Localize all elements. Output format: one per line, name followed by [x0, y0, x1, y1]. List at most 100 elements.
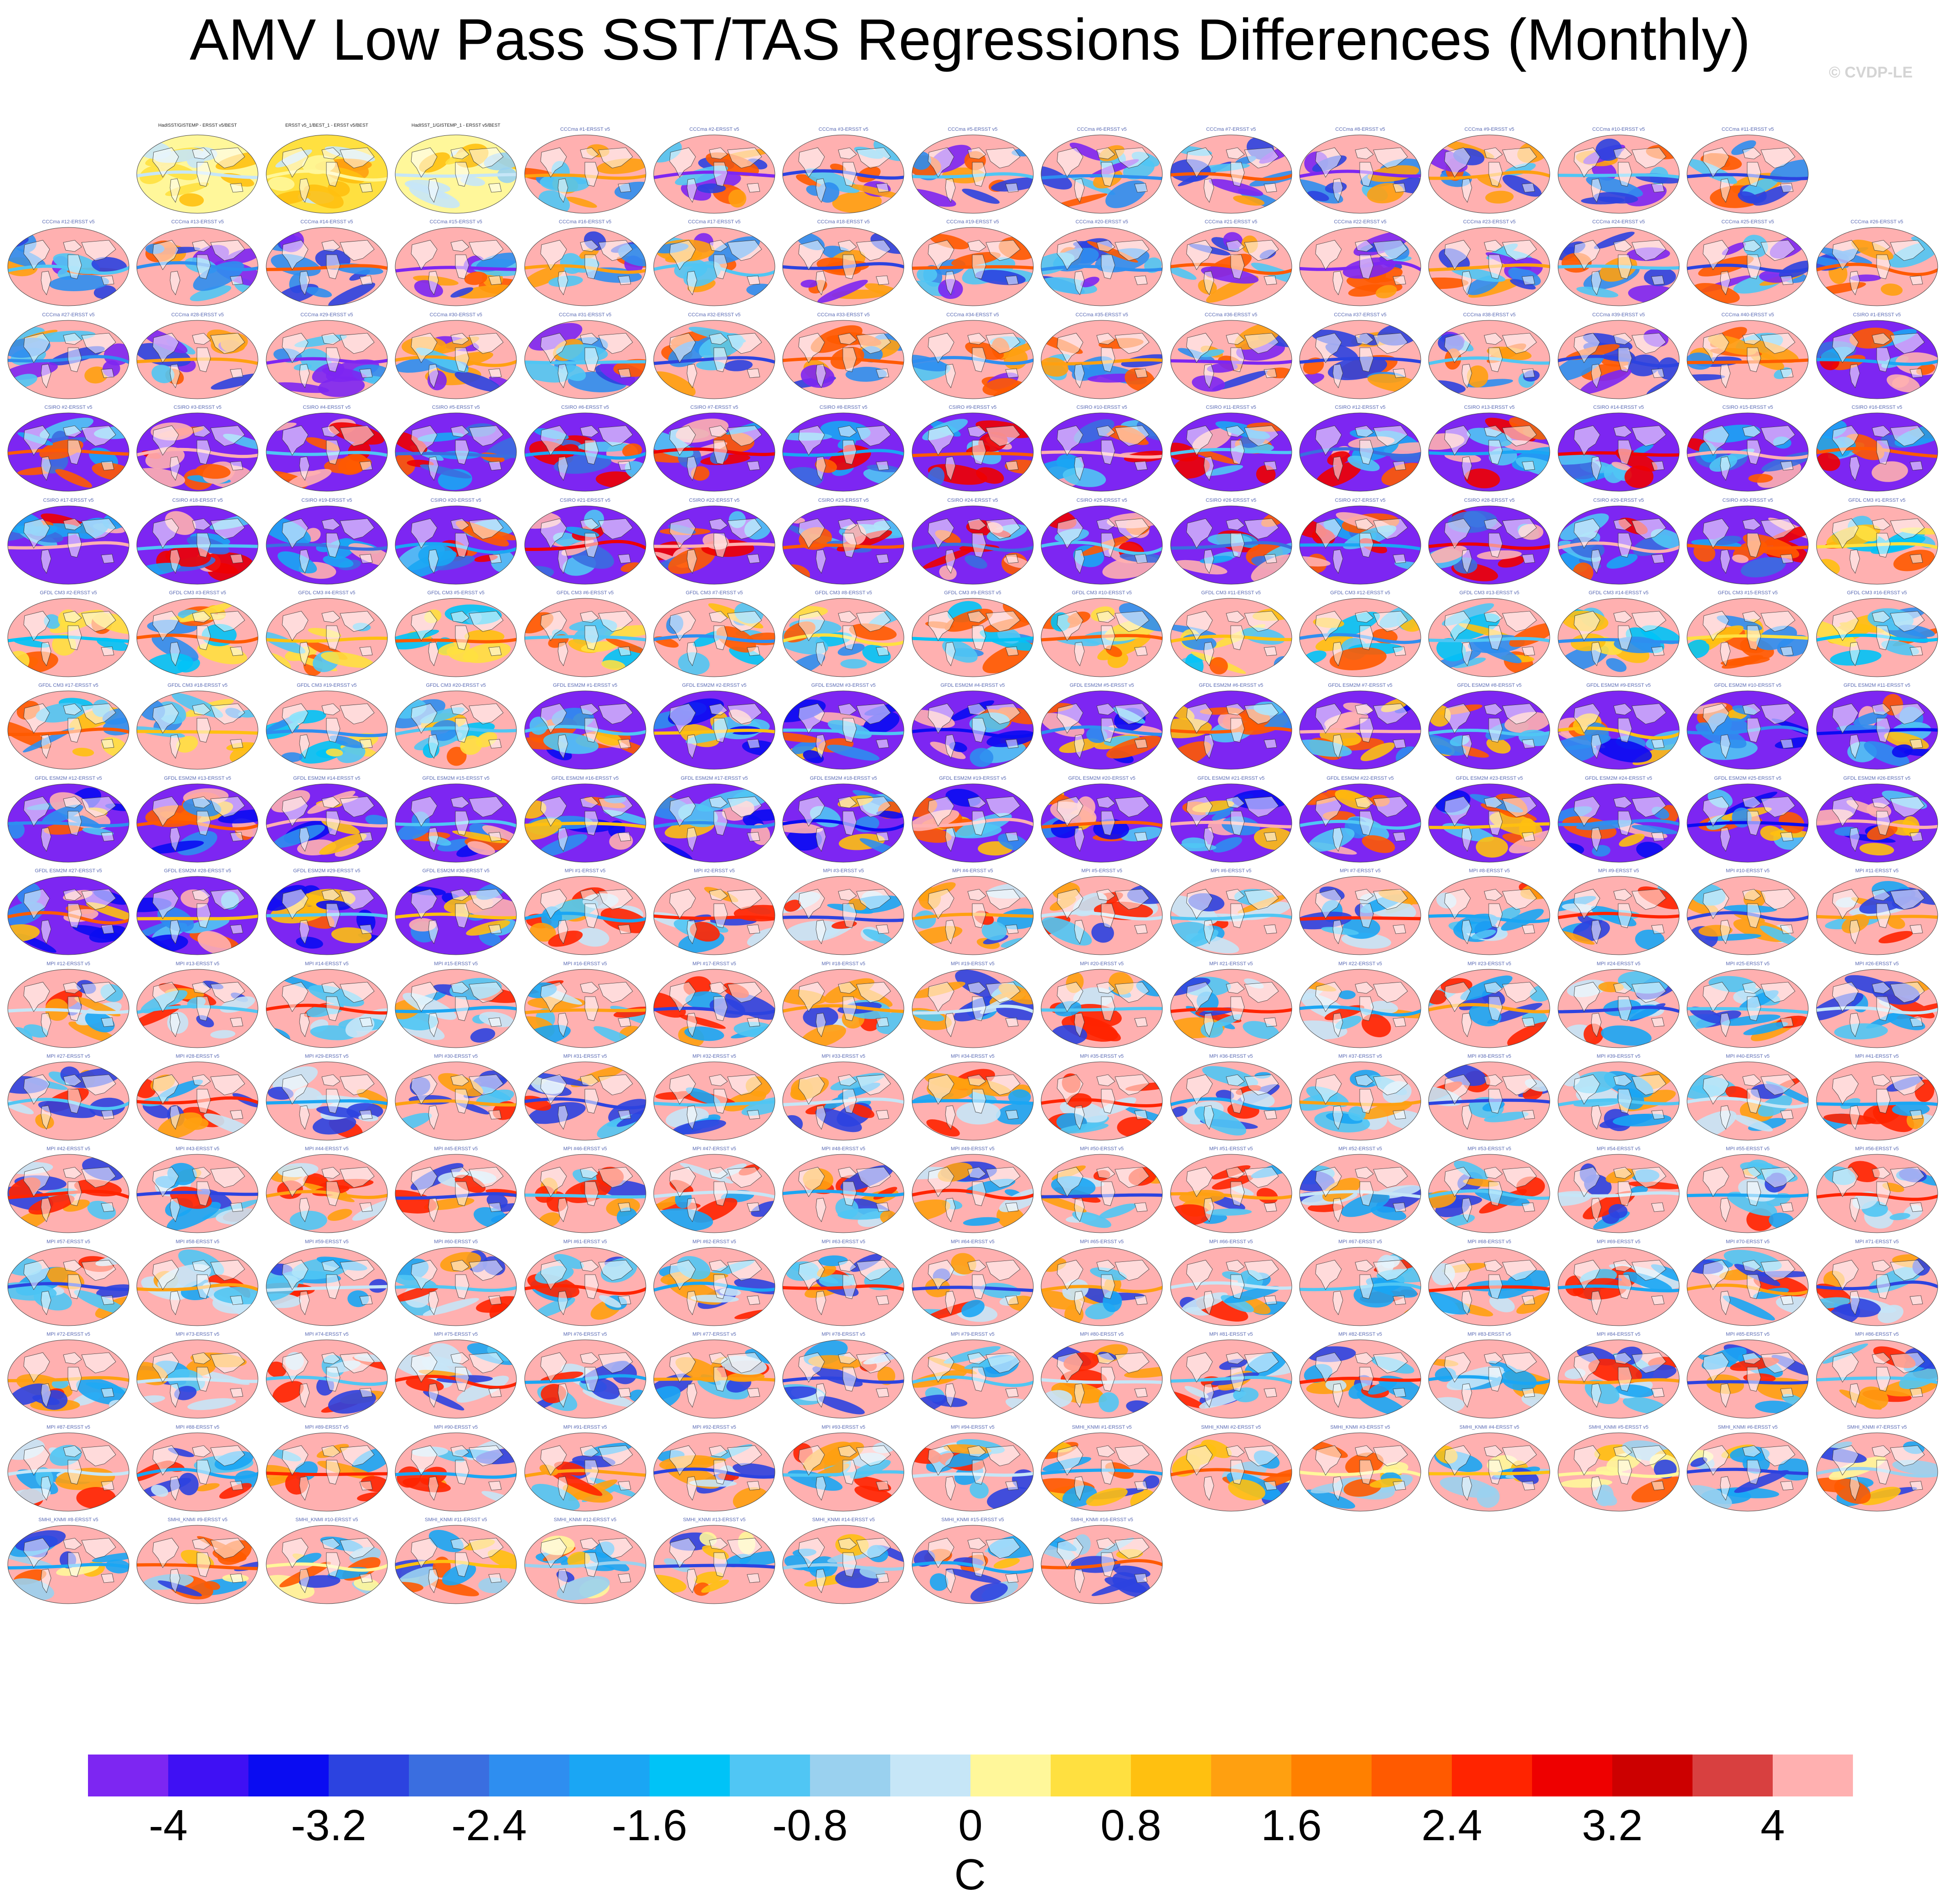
- map-panel: MPI #64-ERSST v5: [911, 1239, 1035, 1328]
- map-panel: GFDL ESM2M #6-ERSST v5: [1169, 683, 1293, 772]
- map-panel-label: MPI #59-ERSST v5: [304, 1239, 349, 1245]
- global-map: [912, 1339, 1034, 1419]
- map-panel: MPI #31-ERSST v5: [523, 1054, 647, 1143]
- map-panel-label: SMHI_KNMI #16-ERSST v5: [1070, 1517, 1133, 1523]
- map-panel-label: SMHI_KNMI #9-ERSST v5: [167, 1517, 227, 1523]
- map-panel-label: MPI #47-ERSST v5: [692, 1146, 736, 1152]
- global-map: [7, 876, 129, 955]
- map-panel: MPI #82-ERSST v5: [1298, 1332, 1422, 1421]
- map-panel-label: MPI #79-ERSST v5: [950, 1332, 995, 1338]
- map-panel-label: MPI #61-ERSST v5: [563, 1239, 607, 1245]
- map-panel: CCCma #31-ERSST v5: [523, 312, 647, 401]
- map-panel-label: GFDL ESM2M #28-ERSST v5: [164, 868, 232, 874]
- global-map: [912, 1154, 1034, 1233]
- global-map: [524, 505, 646, 585]
- global-map: [524, 783, 646, 863]
- colorbar-tick-label: 2.4: [1421, 1801, 1482, 1850]
- global-map: [524, 320, 646, 399]
- map-panel-label: CCCma #5-ERSST v5: [948, 127, 998, 132]
- global-map: [1299, 412, 1421, 492]
- map-panel: GFDL ESM2M #17-ERSST v5: [652, 776, 776, 865]
- map-panel: MPI #75-ERSST v5: [394, 1332, 518, 1421]
- map-panel-label: CSIRO #29-ERSST v5: [1593, 497, 1644, 503]
- map-panel: MPI #58-ERSST v5: [135, 1239, 259, 1328]
- colorbar-tick-label: 1.6: [1261, 1801, 1322, 1850]
- map-panel: MPI #35-ERSST v5: [1040, 1054, 1164, 1143]
- global-map: [524, 227, 646, 306]
- map-panel-label: GFDL CM3 #9-ERSST v5: [944, 590, 1001, 596]
- global-map: [136, 1061, 258, 1141]
- colorbar-swatch: [1452, 1755, 1532, 1796]
- map-panel: MPI #71-ERSST v5: [1815, 1239, 1939, 1328]
- map-panel-label: MPI #64-ERSST v5: [950, 1239, 995, 1245]
- map-panel-label: CSIRO #10-ERSST v5: [1076, 405, 1127, 411]
- map-panel-label: GFDL ESM2M #9-ERSST v5: [1586, 683, 1651, 689]
- global-map: [653, 1061, 775, 1141]
- map-panel-label: MPI #77-ERSST v5: [692, 1332, 736, 1338]
- global-map: [1816, 320, 1938, 399]
- map-panel-label: MPI #45-ERSST v5: [434, 1146, 478, 1152]
- map-panel: GFDL ESM2M #24-ERSST v5: [1557, 776, 1681, 865]
- map-panel: MPI #43-ERSST v5: [135, 1146, 259, 1235]
- global-map: [136, 227, 258, 306]
- map-panel: CCCma #33-ERSST v5: [781, 312, 905, 401]
- map-panel-label: MPI #22-ERSST v5: [1338, 961, 1382, 967]
- map-panel: CSIRO #13-ERSST v5: [1427, 405, 1551, 494]
- colorbar-tick-label: -2.4: [451, 1801, 527, 1850]
- global-map: [1558, 783, 1680, 863]
- colorbar-swatch: [489, 1755, 569, 1796]
- map-panel: SMHI_KNMI #1-ERSST v5: [1040, 1425, 1164, 1514]
- global-map: [524, 969, 646, 1048]
- global-map: [524, 876, 646, 955]
- global-map: [136, 1525, 258, 1604]
- map-panel-label: MPI #81-ERSST v5: [1209, 1332, 1253, 1338]
- map-panel-label: MPI #33-ERSST v5: [821, 1054, 866, 1059]
- global-map: [266, 134, 388, 214]
- map-panel: CSIRO #9-ERSST v5: [911, 405, 1035, 494]
- map-panel: CSIRO #26-ERSST v5: [1169, 498, 1293, 587]
- map-panel-label: CSIRO #5-ERSST v5: [432, 405, 480, 411]
- map-panel: MPI #14-ERSST v5: [265, 961, 389, 1050]
- global-map: [395, 1525, 517, 1604]
- map-panel: MPI #1-ERSST v5: [523, 868, 647, 957]
- map-panel: MPI #60-ERSST v5: [394, 1239, 518, 1328]
- map-panel-label: MPI #56-ERSST v5: [1855, 1146, 1899, 1152]
- map-panel: GFDL CM3 #9-ERSST v5: [911, 590, 1035, 679]
- map-panel: MPI #77-ERSST v5: [652, 1332, 776, 1421]
- map-panel-label: GFDL CM3 #11-ERSST v5: [1201, 590, 1261, 596]
- map-panel-label: CCCma #28-ERSST v5: [171, 312, 224, 318]
- map-panel-label: CCCma #17-ERSST v5: [688, 219, 741, 225]
- map-panel: MPI #84-ERSST v5: [1557, 1332, 1681, 1421]
- map-panel-label: SMHI_KNMI #14-ERSST v5: [812, 1517, 875, 1523]
- map-panel-label: MPI #6-ERSST v5: [1210, 868, 1252, 874]
- global-map: [1687, 1432, 1809, 1512]
- global-map: [395, 1061, 517, 1141]
- global-map: [1558, 134, 1680, 214]
- global-map: [1170, 1339, 1292, 1419]
- colorbar-swatch: [970, 1755, 1051, 1796]
- global-map: [266, 1247, 388, 1326]
- map-panel-label: MPI #15-ERSST v5: [434, 961, 478, 967]
- map-panel-label: MPI #13-ERSST v5: [175, 961, 220, 967]
- global-map: [1041, 1247, 1163, 1326]
- map-panel: MPI #36-ERSST v5: [1169, 1054, 1293, 1143]
- global-map: [1816, 876, 1938, 955]
- map-panel: CSIRO #12-ERSST v5: [1298, 405, 1422, 494]
- global-map: [1816, 1339, 1938, 1419]
- map-panel: CCCma #11-ERSST v5: [1686, 127, 1810, 216]
- map-panel-label: CCCma #19-ERSST v5: [946, 219, 999, 225]
- map-panel-label: MPI #11-ERSST v5: [1855, 868, 1899, 874]
- colorbar-swatch: [650, 1755, 730, 1796]
- map-panel-label: MPI #71-ERSST v5: [1855, 1239, 1899, 1245]
- map-panel: MPI #67-ERSST v5: [1298, 1239, 1422, 1328]
- global-map: [782, 783, 904, 863]
- map-panel-label: MPI #40-ERSST v5: [1726, 1054, 1770, 1059]
- map-panel: MPI #94-ERSST v5: [911, 1425, 1035, 1514]
- map-panel-label: CCCma #33-ERSST v5: [817, 312, 870, 318]
- global-map: [1687, 1339, 1809, 1419]
- map-panel-label: CCCma #37-ERSST v5: [1334, 312, 1387, 318]
- global-map: [1041, 134, 1163, 214]
- map-panel: MPI #69-ERSST v5: [1557, 1239, 1681, 1328]
- map-panel: GFDL CM3 #8-ERSST v5: [781, 590, 905, 679]
- map-panel-label: MPI #46-ERSST v5: [563, 1146, 607, 1152]
